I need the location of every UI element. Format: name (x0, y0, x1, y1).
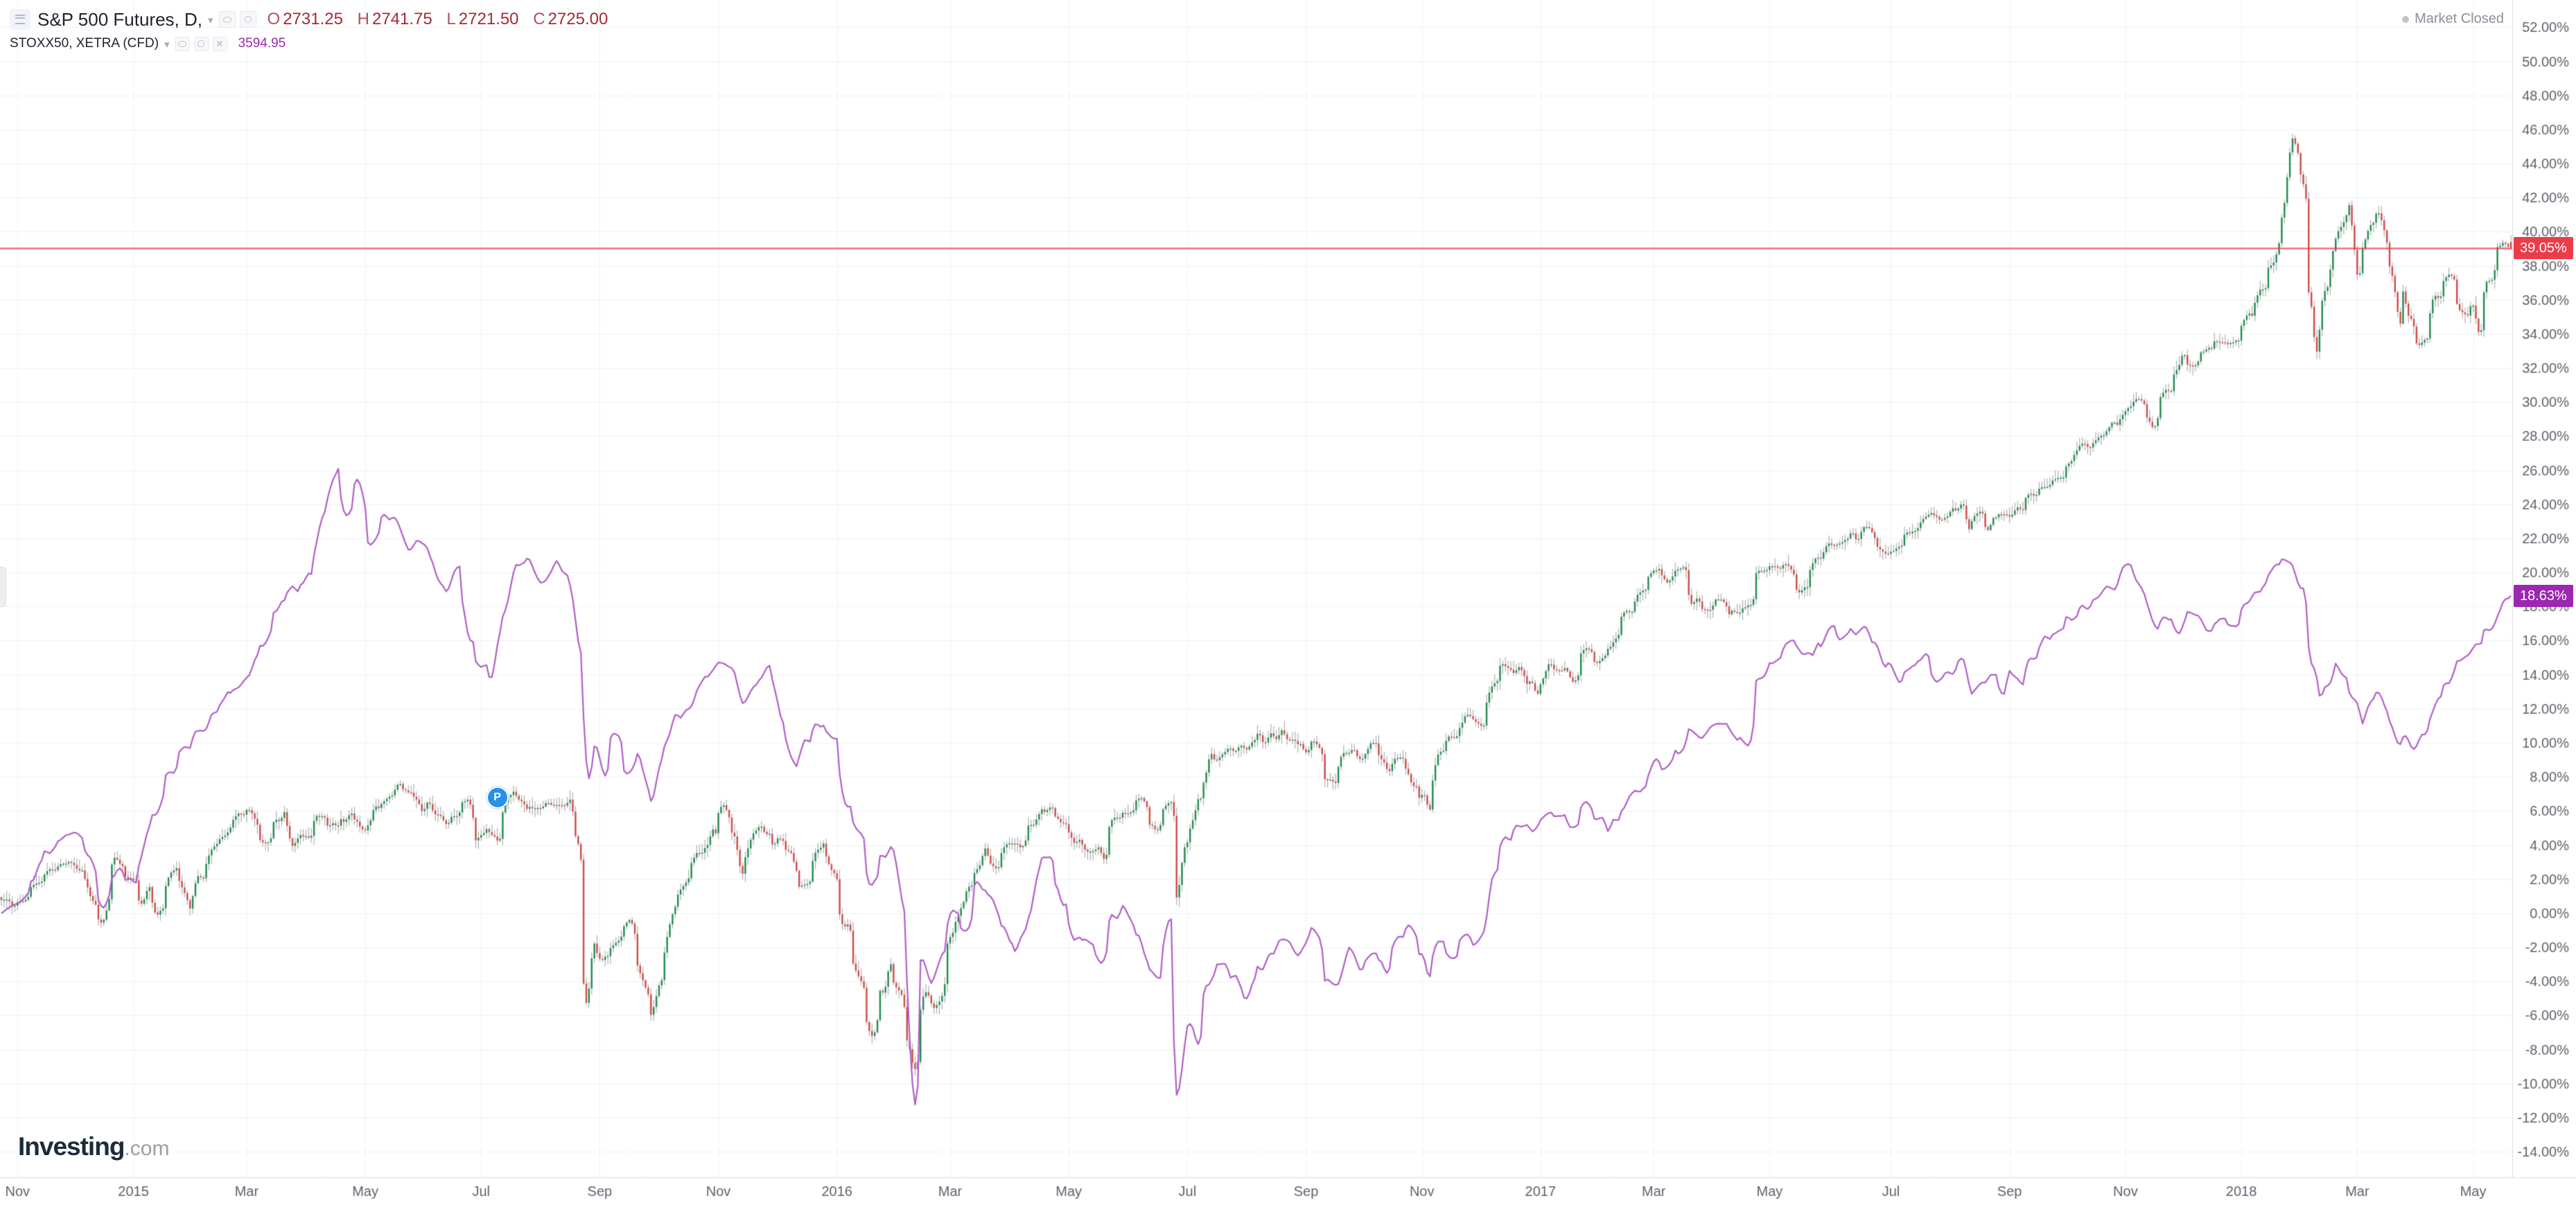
overlay-eye-icon[interactable] (175, 36, 190, 51)
market-status-dot-icon (2402, 15, 2410, 23)
chart-legend: S&P 500 Futures, D, ▾ O 2731.25 H 2741.75 … (10, 7, 608, 54)
hamburger-icon (15, 15, 25, 24)
overlay-settings-icon[interactable] (193, 36, 209, 51)
settings-icon[interactable] (239, 11, 256, 28)
eye-icon[interactable] (218, 11, 236, 28)
ohlc-open-value: 2731.25 (283, 10, 343, 28)
ohlc-low-value: 2721.50 (458, 10, 519, 28)
ohlc-low-label: L (446, 10, 456, 28)
ohlc-high-label: H (357, 10, 369, 28)
chevron-down-icon[interactable]: ▾ (207, 15, 213, 26)
last-price-label-stoxx50: 18.63% (2514, 584, 2573, 607)
drawing-toolbar-handle[interactable] (0, 567, 6, 607)
ohlc-readout: O 2731.25 H 2741.75 L 2721.50 C 2725.00 (268, 10, 608, 29)
ohlc-open-label: O (267, 10, 281, 28)
gear-glyph (244, 16, 252, 23)
market-status-label: Market Closed (2415, 11, 2504, 26)
overlay-close-icon[interactable] (212, 36, 227, 51)
market-status: Market Closed (2402, 11, 2504, 27)
logo-brand: Investing (18, 1132, 125, 1161)
overlay-symbol-title[interactable]: STOXX50, XETRA (CFD) (10, 36, 159, 51)
overlay-close-glyph (216, 40, 223, 47)
overlay-eye-glyph (178, 40, 187, 47)
logo-tld: .com (124, 1137, 170, 1160)
ohlc-close-value: 2725.00 (547, 10, 608, 28)
eye-glyph (222, 16, 231, 23)
last-price-label-sp500: 39.05% (2514, 236, 2573, 259)
investing-logo: Investing.com (18, 1132, 169, 1161)
overlay-gear-glyph (198, 40, 205, 47)
main-symbol-title[interactable]: S&P 500 Futures, D, (37, 8, 202, 30)
overlay-series-legend-row: STOXX50, XETRA (CFD) ▾ 3594.95 (10, 33, 608, 54)
note-marker[interactable]: P (486, 786, 509, 809)
ohlc-high-value: 2741.75 (371, 10, 432, 28)
overlay-chevron-down-icon[interactable]: ▾ (164, 39, 170, 51)
chart-menu-icon[interactable] (10, 9, 30, 30)
overlay-last-value: 3594.95 (238, 36, 286, 51)
main-series-legend-row: S&P 500 Futures, D, ▾ O 2731.25 H 2741.75 … (10, 7, 608, 32)
ohlc-close-label: C (533, 10, 545, 28)
